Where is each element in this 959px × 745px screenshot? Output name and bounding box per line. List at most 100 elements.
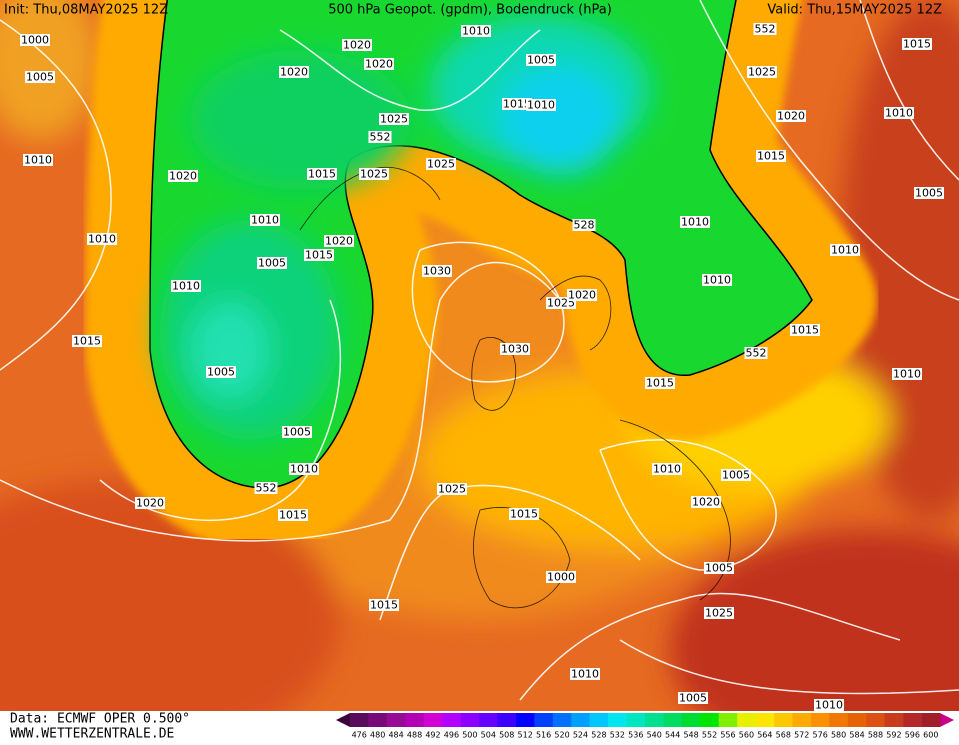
isobar-label-box — [747, 66, 777, 78]
colorbar-label: 476 — [352, 731, 367, 740]
isobar-label-box — [744, 347, 768, 359]
isobar-label: 1015 — [791, 324, 819, 337]
isobar-label: 1015 — [903, 38, 931, 51]
isobar-label-box — [289, 463, 319, 475]
colorbar-swatch — [386, 713, 406, 727]
isobar-label-box — [884, 107, 914, 119]
isobar-label: 1010 — [885, 107, 913, 120]
colorbar-swatch — [774, 713, 793, 727]
isobar-label: 1025 — [380, 113, 408, 126]
isobar-label-box — [364, 58, 394, 70]
colorbar-swatch — [663, 713, 683, 727]
colorbar-label: 560 — [739, 731, 754, 740]
isobar-label-box — [324, 235, 354, 247]
isobar-label-box — [206, 366, 236, 378]
isobar-label: 1010 — [893, 368, 921, 381]
colorbar-swatch — [350, 713, 369, 727]
isobar-label: 552 — [370, 131, 391, 144]
colorbar-swatch — [626, 713, 646, 727]
isobar-label-box — [342, 39, 372, 51]
map-title: 500 hPa Geopot. (gpdm), Bodendruck (hPa) — [328, 3, 612, 18]
isobar-label-box — [368, 131, 392, 143]
isobar-label: 1010 — [24, 154, 52, 167]
isobar-label: 1015 — [305, 249, 333, 262]
isobar-label-box — [892, 368, 922, 380]
init-time: Init: Thu,08MAY2025 12Z — [4, 3, 168, 18]
colorbar-label: 508 — [499, 731, 514, 740]
colorbar-swatch — [737, 713, 756, 727]
isobar-label-box — [307, 168, 337, 180]
isobar-label: 1010 — [251, 214, 279, 227]
isobar-label: 1005 — [527, 54, 555, 67]
isobar-label: 1015 — [73, 335, 101, 348]
isobar-label: 1020 — [777, 110, 805, 123]
isobar-label-box — [500, 343, 530, 355]
data-source: Data: ECMWF OPER 0.500° — [10, 712, 190, 727]
isobar-label: 1010 — [88, 233, 116, 246]
isobar-label-box — [168, 170, 198, 182]
isobar-label-box — [756, 150, 786, 162]
isobar-label: 1005 — [679, 692, 707, 705]
isobar-label-box — [72, 335, 102, 347]
isobar-label-box — [721, 469, 751, 481]
colorbar-swatch — [755, 713, 775, 727]
colorbar-label: 576 — [813, 731, 828, 740]
isobar-label: 1030 — [501, 343, 529, 356]
isobar-label: 1005 — [705, 562, 733, 575]
isobar-label-box — [572, 219, 596, 231]
colorbar-label: 568 — [776, 731, 791, 740]
isobar-label-box — [20, 34, 50, 46]
isobar-label: 1010 — [571, 668, 599, 681]
isobar-label: 1020 — [692, 496, 720, 509]
isobar-label-box — [678, 692, 708, 704]
colorbar-label: 520 — [554, 731, 569, 740]
colorbar-label: 540 — [647, 731, 662, 740]
isobar-label-box — [437, 483, 467, 495]
colorbar-label: 544 — [665, 731, 680, 740]
colorbar-arrow-left — [336, 713, 350, 727]
isobar-label: 1025 — [438, 483, 466, 496]
isobar-label: 1015 — [757, 150, 785, 163]
isobar-label: 1010 — [527, 99, 555, 112]
isobar-label-box — [814, 699, 844, 711]
isobar-label-box — [279, 66, 309, 78]
isobar-label-box — [379, 113, 409, 125]
colorbar-swatch — [866, 713, 885, 727]
isobar-label-box — [902, 38, 932, 50]
colorbar-label: 600 — [923, 731, 938, 740]
colorbar-label: 592 — [886, 731, 901, 740]
isobar-label-box — [359, 168, 389, 180]
colorbar-swatch — [442, 713, 461, 727]
isobar-label: 1010 — [653, 463, 681, 476]
colorbar-label: 500 — [462, 731, 477, 740]
isobar-label: 1020 — [325, 235, 353, 248]
isobar-label: 1025 — [360, 168, 388, 181]
isobar-label: 1015 — [308, 168, 336, 181]
isobar-label-box — [135, 497, 165, 509]
isobar-label: 1010 — [290, 463, 318, 476]
isobar-label-box — [753, 23, 777, 35]
colorbar-label: 492 — [425, 731, 440, 740]
isobar-label-box — [691, 496, 721, 508]
isobar-label-box — [645, 377, 675, 389]
isobar-label-box — [776, 110, 806, 122]
isobar-label-box — [704, 607, 734, 619]
isobar-label-box — [278, 509, 308, 521]
website: WWW.WETTERZENTRALE.DE — [10, 727, 174, 742]
isobar-label: 1000 — [21, 34, 49, 47]
isobar-label-box — [87, 233, 117, 245]
isobar-label: 1025 — [427, 158, 455, 171]
isobar-label: 1010 — [831, 244, 859, 257]
isobar-label: 1025 — [748, 66, 776, 79]
colorbar-label: 580 — [831, 731, 846, 740]
colorbar-label: 556 — [720, 731, 735, 740]
isobar-label: 1015 — [503, 98, 531, 111]
colorbar-label: 480 — [370, 731, 385, 740]
isobar-label: 1015 — [510, 508, 538, 521]
colorbar: 476 480 484 488 492 496 500 504 508 512 516 520 524 5… — [336, 713, 954, 740]
isobar-label-box — [914, 187, 944, 199]
colorbar-swatch — [405, 713, 425, 727]
colorbar-label: 548 — [683, 731, 698, 740]
isobar-label-box — [282, 426, 312, 438]
